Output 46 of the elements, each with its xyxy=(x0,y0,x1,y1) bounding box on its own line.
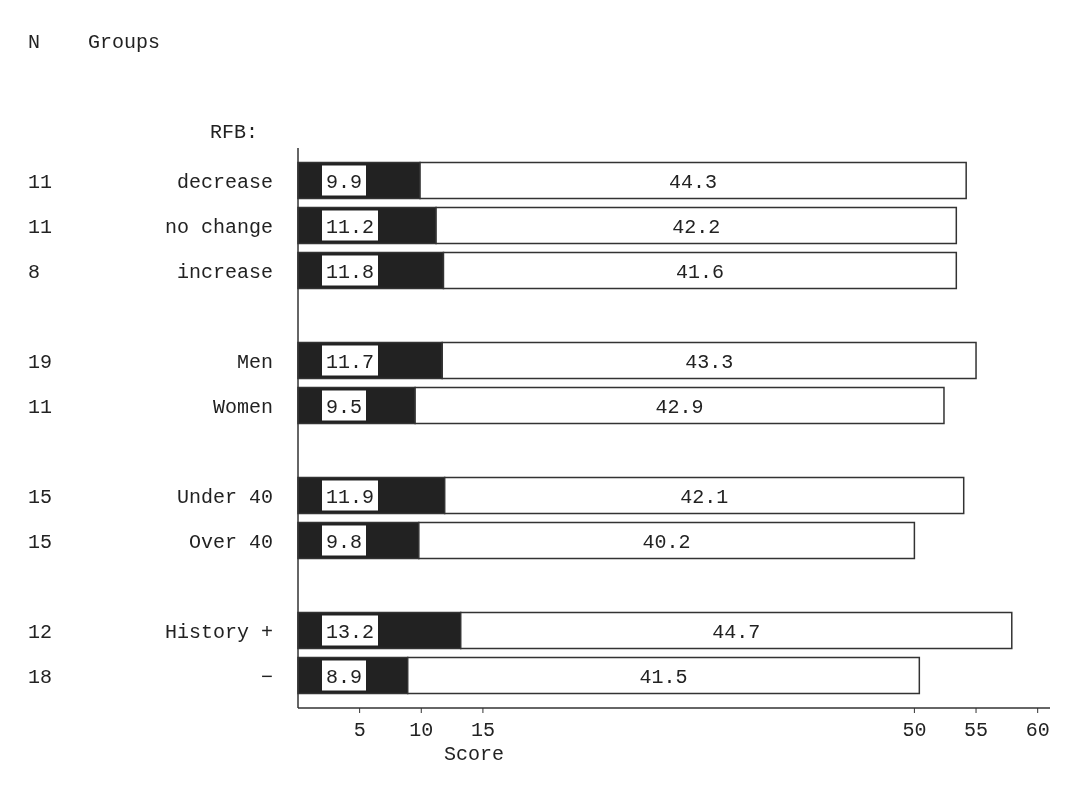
x-tick-label: 5 xyxy=(353,719,366,742)
y-tick-label: increase xyxy=(176,260,273,284)
data-label: 43.3 xyxy=(685,350,734,374)
text: 11 xyxy=(28,170,53,194)
y-tick-label: decrease xyxy=(176,170,273,194)
text: 18 xyxy=(28,665,53,689)
x-tick-label: 55 xyxy=(964,719,989,742)
data-label: 11.8 xyxy=(326,260,375,284)
text: 11 xyxy=(28,395,53,419)
y-tick-label: Women xyxy=(212,395,273,419)
data-label: 42.9 xyxy=(655,395,704,419)
text: RFB: xyxy=(209,121,258,144)
data-label: 41.6 xyxy=(675,260,724,284)
y-tick-label: Over 40 xyxy=(188,530,273,554)
text: 11 xyxy=(28,215,53,239)
y-tick-label: History + xyxy=(164,620,273,644)
text: 19 xyxy=(28,350,53,374)
data-label: 44.7 xyxy=(712,620,761,644)
data-label: 42.2 xyxy=(672,215,721,239)
data-label: 9.9 xyxy=(326,170,363,194)
data-label: 9.5 xyxy=(326,395,363,419)
text: Groups xyxy=(88,31,161,54)
y-tick-label: no change xyxy=(164,215,273,239)
x-tick-label: 50 xyxy=(902,719,927,742)
text: N xyxy=(28,31,41,54)
text: 15 xyxy=(28,530,53,554)
x-axis-title: Score xyxy=(443,743,505,766)
data-label: 40.2 xyxy=(642,530,691,554)
data-label: 44.3 xyxy=(669,170,718,194)
x-tick-label: 15 xyxy=(470,719,495,742)
text: 8 xyxy=(28,260,41,284)
data-label: 11.7 xyxy=(326,350,375,374)
x-tick-label: 10 xyxy=(409,719,434,742)
y-tick-label: − xyxy=(260,665,273,689)
data-label: 13.2 xyxy=(326,620,375,644)
data-label: 9.8 xyxy=(326,530,363,554)
data-label: 41.5 xyxy=(639,665,688,689)
y-tick-label: Men xyxy=(236,350,273,374)
data-label: 11.2 xyxy=(326,215,375,239)
data-label: 11.9 xyxy=(326,485,375,509)
text: 12 xyxy=(28,620,53,644)
data-label: 42.1 xyxy=(680,485,729,509)
data-label: 8.9 xyxy=(326,665,363,689)
x-tick-label: 60 xyxy=(1025,719,1050,742)
y-tick-label: Under 40 xyxy=(176,485,273,509)
text: 15 xyxy=(28,485,53,509)
